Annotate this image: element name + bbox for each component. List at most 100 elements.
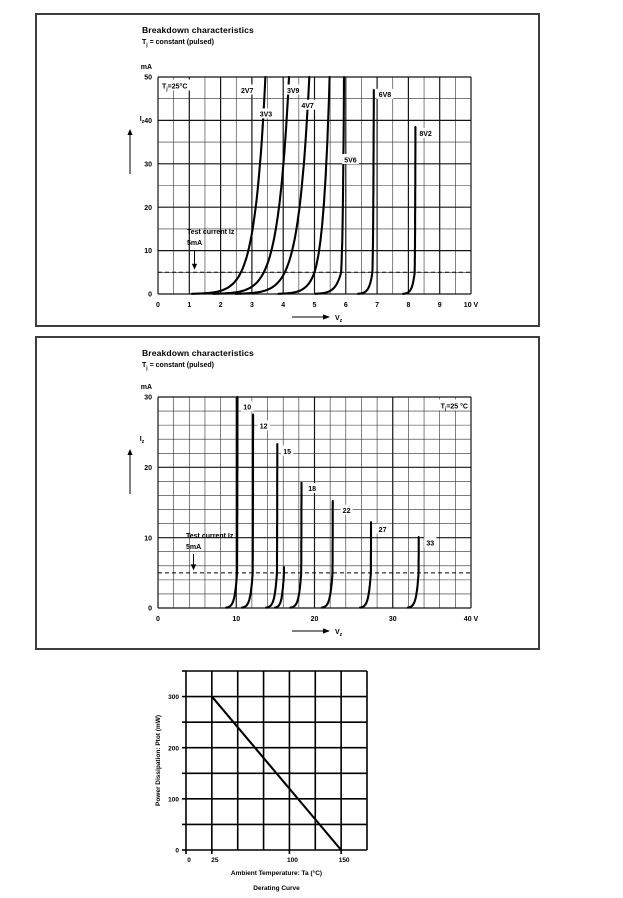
curve-label-bg xyxy=(340,504,353,515)
curve-3V9 xyxy=(234,75,311,295)
x-tick-label: 8 xyxy=(406,302,410,309)
x-tick-label: 0 xyxy=(156,616,160,623)
subtitle-text: = constant (pulsed) xyxy=(147,39,214,46)
curve-8V2 xyxy=(402,125,417,295)
chart-subtitle: Tj = constant (pulsed) xyxy=(142,362,214,371)
panel-breakdown-high-voltage: Breakdown characteristics Tj = constant … xyxy=(35,336,540,650)
curve-label-bg xyxy=(257,420,270,431)
up-arrow-head xyxy=(127,129,133,135)
chart-title: Breakdown characteristics xyxy=(142,25,254,35)
y-tick-label: 30 xyxy=(144,395,152,402)
curve-unlabeled xyxy=(273,566,286,609)
curve-2V7 xyxy=(190,75,267,295)
curve-33 xyxy=(406,535,420,609)
curve-label-bg xyxy=(376,88,394,99)
curve-label-bg xyxy=(241,401,254,412)
x-tick-label: 40 V xyxy=(464,616,479,623)
test-current-label-line1: Test current Iz xyxy=(187,229,235,236)
subtitle-text: T xyxy=(142,39,147,46)
y-tick-label: 300 xyxy=(168,694,179,701)
x-tick-label: 150 xyxy=(339,857,350,864)
curve-10 xyxy=(225,395,239,609)
down-arrow-head xyxy=(190,564,197,571)
y-unit-label: mA xyxy=(141,64,152,71)
x-axis-label: Vz xyxy=(335,315,343,324)
curve-label-bg xyxy=(417,127,435,138)
curve-label: 12 xyxy=(260,424,268,431)
curve-label: 3V9 xyxy=(287,88,300,95)
curve-label: 4V7 xyxy=(301,103,314,110)
subtitle-subscript: j xyxy=(146,365,148,372)
temp-label: Tj=25 °C xyxy=(441,403,468,413)
curve-15 xyxy=(265,443,279,609)
curve-label: 3V3 xyxy=(260,112,273,119)
y-tick-label: 0 xyxy=(148,606,152,613)
y-tick-label: 30 xyxy=(144,161,152,168)
curve-label: 18 xyxy=(308,486,316,493)
up-arrow-head xyxy=(127,449,133,455)
y-tick-label: 10 xyxy=(144,248,152,255)
grid xyxy=(182,670,368,854)
down-arrow-head xyxy=(191,263,198,270)
curve-label-bg xyxy=(342,153,359,164)
subtitle-text: T xyxy=(142,362,147,369)
curve-label-bg xyxy=(281,445,294,456)
curve-label: 6V8 xyxy=(379,92,392,99)
curve-6V8 xyxy=(356,88,375,295)
x-tick-label: 6 xyxy=(344,302,348,309)
curves xyxy=(190,75,417,295)
x-tick-label: 5 xyxy=(313,302,317,309)
curve-label-bg xyxy=(424,537,437,548)
test-current-label-line2: 5mA xyxy=(186,544,201,551)
curve-label: 22 xyxy=(343,508,351,515)
x-tick-label: 100 xyxy=(287,857,298,864)
curve-18 xyxy=(289,481,303,609)
y-axis-label: Iz xyxy=(140,116,145,125)
curve-12 xyxy=(240,413,255,609)
y-tick-label: 20 xyxy=(144,205,152,212)
x-tick-label: 1 xyxy=(187,302,191,309)
breakdown-high-voltage-chart: 10 12 15 18 22 27 33 Tj=25 °C mA 0 10 20 30 0 10 20 30 40… xyxy=(127,384,479,638)
y-axis-label: Power Dissipation: Ptot (mW) xyxy=(155,715,162,806)
x-tick-label: 20 xyxy=(311,616,319,623)
derating-curve-chart: 0 100 200 300 0 25 100 150 Power Dissipation: Pt… xyxy=(155,670,368,892)
x-tick-label: 0 xyxy=(187,857,191,864)
curve-label: 5V6 xyxy=(344,157,357,164)
test-current-label-line2: 5mA xyxy=(187,240,202,247)
y-tick-label: 40 xyxy=(144,118,152,125)
subtitle-text: = constant (pulsed) xyxy=(147,362,214,369)
y-tick-label: 10 xyxy=(144,535,152,542)
y-axis-label: Iz xyxy=(140,436,145,445)
curve-22 xyxy=(320,500,334,609)
temp-label-bg xyxy=(160,79,196,91)
y-unit-label: mA xyxy=(141,384,152,391)
chart-subtitle: Tj = constant (pulsed) xyxy=(142,39,214,48)
subtitle-subscript: j xyxy=(146,42,148,49)
temp-label: Tj=25°C xyxy=(162,83,187,93)
curve-4V7 xyxy=(277,75,331,295)
curve-3V3 xyxy=(212,75,291,295)
y-tick-label: 0 xyxy=(148,292,152,299)
temp-label-bg xyxy=(435,399,469,411)
x-tick-label: 10 V xyxy=(464,302,479,309)
curve-label: 27 xyxy=(379,527,387,534)
curves xyxy=(225,395,420,609)
panel-breakdown-low-voltage: Breakdown characteristics Tj = constant … xyxy=(35,13,540,327)
y-tick-label: 0 xyxy=(175,848,179,855)
right-arrow-head xyxy=(323,314,330,320)
right-arrow-head xyxy=(323,628,330,634)
chart-caption: Derating Curve xyxy=(253,885,300,892)
y-tick-label: 20 xyxy=(144,465,152,472)
curve-label: 8V2 xyxy=(419,131,432,138)
derating-line xyxy=(210,695,343,852)
chart-title: Breakdown characteristics xyxy=(142,348,254,358)
y-tick-label: 100 xyxy=(168,796,179,803)
test-current-label-line1: Test current Iz xyxy=(186,533,234,540)
curve-label: 10 xyxy=(243,405,251,412)
breakdown-low-voltage-chart: 2V7 3V3 3V9 4V7 5V6 6V8 8V2 Tj=25°C mA 0 10 20 30 40 5… xyxy=(127,64,479,324)
curve-label-bg xyxy=(306,482,319,493)
curve-label: 33 xyxy=(426,540,434,547)
curve-label: 2V7 xyxy=(241,88,254,95)
panel-derating-curve: 0 100 200 300 0 25 100 150 Power Dissipation: Pt… xyxy=(140,655,480,893)
grid xyxy=(157,396,472,609)
